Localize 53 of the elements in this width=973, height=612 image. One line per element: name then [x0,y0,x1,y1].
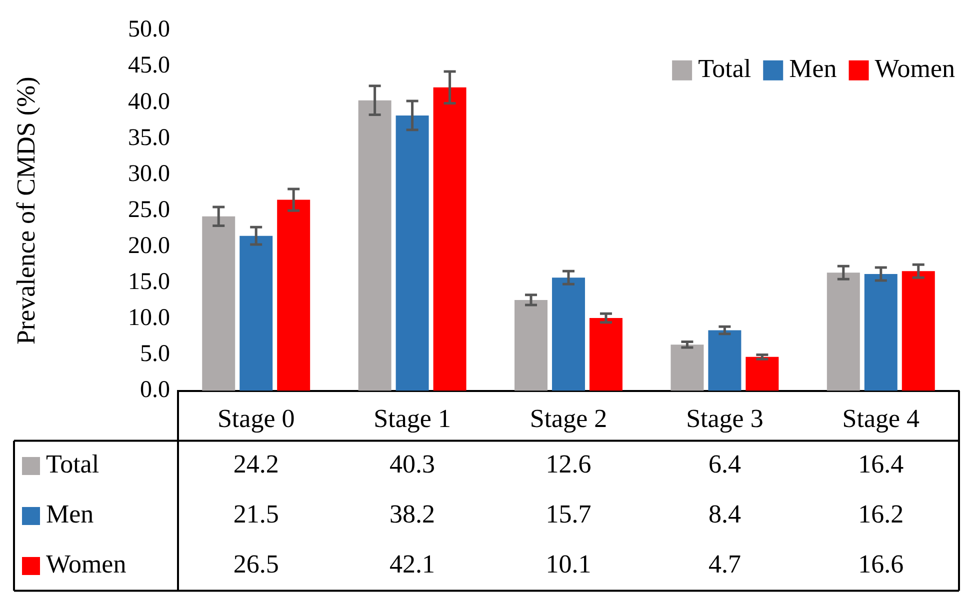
bar [240,236,273,391]
y-tick-label: 10.0 [128,305,170,332]
y-tick-label: 30.0 [128,160,170,187]
bar [902,271,935,391]
bar [358,100,392,391]
bar [746,356,779,391]
data-label: 21.5 [233,500,279,529]
data-label: 38.2 [390,500,436,529]
data-label: 8.4 [708,500,741,529]
legend-label: Men [789,54,837,84]
data-label: 12.6 [546,450,592,479]
y-tick-label: 40.0 [128,88,170,115]
y-tick-label: 35.0 [128,124,170,151]
legend-label: Total [698,54,752,84]
y-axis-title: Prevalence of CMDS (%) [11,76,40,345]
data-label: 15.7 [546,500,592,529]
bar [552,278,585,391]
bar [396,115,429,391]
bar [433,87,466,391]
bar [589,318,622,391]
y-tick-label: 15.0 [128,268,170,295]
bar [826,272,860,391]
data-label: 26.5 [233,550,279,579]
data-label: 4.7 [708,550,741,579]
data-label: 10.1 [546,550,592,579]
x-tick-label: Stage 0 [217,404,295,434]
y-tick-label: 20.0 [128,232,170,259]
data-label: 16.2 [858,500,904,529]
bar [670,344,704,391]
bar [514,300,548,391]
data-label: 40.3 [390,450,436,479]
y-tick-label: 5.0 [140,341,170,368]
y-tick-label: 25.0 [128,196,170,223]
y-tick-label: 45.0 [128,52,170,79]
text: Men [46,500,94,529]
bar [708,330,742,391]
bar [864,274,898,391]
x-tick-label: Stage 1 [374,404,451,434]
x-tick-label: Stage 4 [842,404,920,434]
y-tick-label: 0.0 [140,377,170,404]
data-label: 16.6 [858,550,904,579]
data-label: 24.2 [233,450,279,479]
data-label: 6.4 [708,450,741,479]
data-label: 42.1 [390,550,436,579]
bar [202,216,236,391]
data-label: 16.4 [858,450,904,479]
y-tick-label: 50.0 [128,16,170,43]
bar [277,200,310,391]
text: Women [46,550,126,579]
legend-label: Women [874,54,956,84]
text: Total [46,450,100,479]
x-tick-label: Stage 2 [530,404,608,434]
x-tick-label: Stage 3 [686,404,764,434]
